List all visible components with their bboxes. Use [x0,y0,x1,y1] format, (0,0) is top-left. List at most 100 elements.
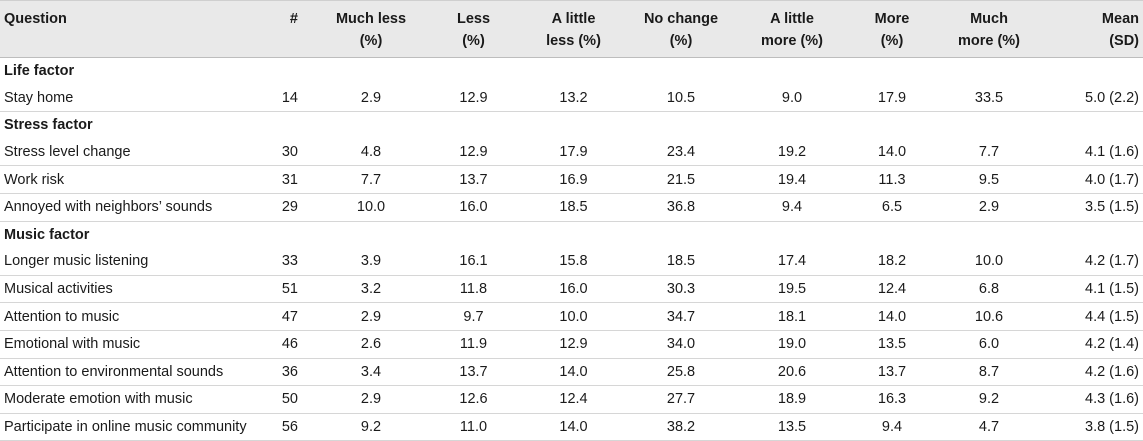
table-row: Moderate emotion with music 50 2.9 12.6 12.4… [0,385,1143,414]
cell-much-more: 9.2 [936,385,1042,414]
cell-much-more: 7.7 [936,138,1042,167]
cell-a-little-less: 16.0 [521,275,626,304]
cell-much-less: 7.7 [316,165,426,194]
cell-mean-sd: 5.0 (2.2) [1042,84,1143,113]
table-row: Emotional with music 46 2.6 11.9 12.9 34.0 19.… [0,330,1143,359]
cell-less: 11.9 [426,330,521,359]
cell-a-little-less: 16.9 [521,165,626,194]
cell-question: Moderate emotion with music [0,385,268,414]
cell-mean-sd: 4.3 (1.6) [1042,385,1143,414]
cell-a-little-less: 14.0 [521,413,626,441]
cell-much-less: 2.9 [316,84,426,113]
cell-question: Emotional with music [0,330,268,359]
cell-less: 9.7 [426,302,521,331]
cell-less: 13.7 [426,165,521,194]
cell-much-less: 3.4 [316,358,426,387]
header-more: More (%) [848,0,936,58]
cell-a-little-more: 18.9 [736,385,848,414]
cell-a-little-more: 19.4 [736,165,848,194]
cell-less: 12.6 [426,385,521,414]
cell-less: 11.8 [426,275,521,304]
cell-less: 13.7 [426,358,521,387]
cell-no-change: 27.7 [626,385,736,414]
cell-much-less: 3.2 [316,275,426,304]
cell-more: 16.3 [848,385,936,414]
cell-much-more: 10.6 [936,302,1042,331]
cell-no-change: 23.4 [626,138,736,167]
cell-a-little-more: 18.1 [736,302,848,331]
table-row: Stress level change 30 4.8 12.9 17.9 23.4 19.2… [0,138,1143,167]
cell-a-little-less: 17.9 [521,138,626,167]
table-row: Longer music listening 33 3.9 16.1 15.8 18.5 1… [0,248,1143,276]
cell-less: 11.0 [426,413,521,441]
cell-count: 31 [268,165,316,194]
cell-mean-sd: 4.0 (1.7) [1042,165,1143,194]
cell-mean-sd: 4.2 (1.4) [1042,330,1143,359]
cell-count: 47 [268,302,316,331]
cell-more: 14.0 [848,138,936,167]
cell-a-little-less: 14.0 [521,358,626,387]
header-much-more: Much more (%) [936,0,1042,58]
cell-more: 18.2 [848,248,936,276]
cell-no-change: 36.8 [626,193,736,222]
cell-count: 51 [268,275,316,304]
cell-more: 17.9 [848,84,936,113]
header-row: Question # Much less (%) Less (%) A little… [0,0,1143,58]
cell-much-less: 10.0 [316,193,426,222]
table-row: Attention to environmental sounds 36 3.4 13… [0,358,1143,387]
cell-count: 46 [268,330,316,359]
header-a-little-more: A little more (%) [736,0,848,58]
cell-more: 13.7 [848,358,936,387]
table-row: Musical activities 51 3.2 11.8 16.0 30.3 19.5 1… [0,275,1143,304]
cell-a-little-more: 17.4 [736,248,848,276]
cell-a-little-more: 19.5 [736,275,848,304]
cell-question: Stress level change [0,138,268,167]
cell-question: Stay home [0,84,268,113]
cell-no-change: 18.5 [626,248,736,276]
cell-more: 13.5 [848,330,936,359]
cell-question: Attention to environmental sounds [0,358,268,387]
section-title: Music factor [4,226,90,243]
section-title: Stress factor [4,117,93,134]
cell-much-less: 2.9 [316,302,426,331]
cell-much-more: 6.8 [936,275,1042,304]
cell-much-more: 9.5 [936,165,1042,194]
section-header-row: Stress factor [0,112,1143,139]
header-count: # [268,0,316,58]
cell-a-little-less: 13.2 [521,84,626,113]
cell-a-little-more: 19.0 [736,330,848,359]
cell-mean-sd: 4.1 (1.6) [1042,138,1143,167]
cell-less: 16.1 [426,248,521,276]
cell-question: Attention to music [0,302,268,331]
cell-much-more: 33.5 [936,84,1042,113]
cell-a-little-more: 9.4 [736,193,848,222]
cell-more: 12.4 [848,275,936,304]
cell-mean-sd: 4.2 (1.7) [1042,248,1143,276]
cell-a-little-more: 9.0 [736,84,848,113]
cell-no-change: 21.5 [626,165,736,194]
table-row: Participate in online music community 56 9… [0,413,1143,441]
table-body: Life factor Stay home 14 2.9 12.9 13.2 10.5 9.0… [0,58,1143,441]
section-header-row: Life factor [0,58,1143,85]
table-row: Stay home 14 2.9 12.9 13.2 10.5 9.0 17.9 33.5 5.0… [0,84,1143,113]
cell-a-little-less: 12.9 [521,330,626,359]
cell-much-more: 4.7 [936,413,1042,441]
cell-much-less: 3.9 [316,248,426,276]
section-header-row: Music factor [0,221,1143,248]
cell-much-less: 2.9 [316,385,426,414]
cell-no-change: 25.8 [626,358,736,387]
table-row: Annoyed with neighbors’ sounds 29 10.0 16.0… [0,193,1143,222]
cell-question: Work risk [0,165,268,194]
cell-count: 14 [268,84,316,113]
cell-no-change: 10.5 [626,84,736,113]
cell-much-more: 10.0 [936,248,1042,276]
cell-a-little-more: 19.2 [736,138,848,167]
cell-a-little-less: 18.5 [521,193,626,222]
cell-no-change: 38.2 [626,413,736,441]
cell-count: 50 [268,385,316,414]
cell-mean-sd: 3.8 (1.5) [1042,413,1143,441]
section-title: Life factor [4,63,75,80]
cell-count: 56 [268,413,316,441]
header-a-little-less: A little less (%) [521,0,626,58]
